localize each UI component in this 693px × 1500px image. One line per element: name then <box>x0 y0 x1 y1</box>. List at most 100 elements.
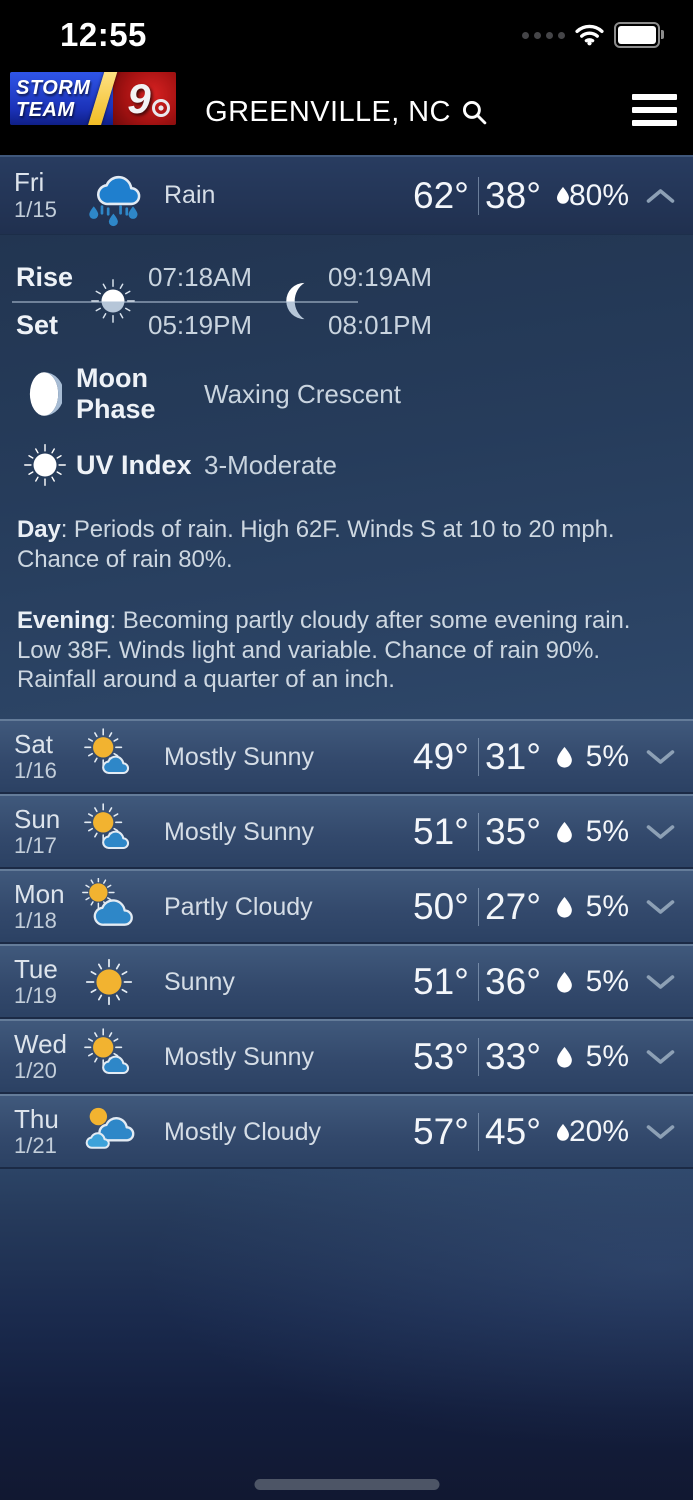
temperature: 53° 33° <box>413 1036 541 1078</box>
partly-cloudy-icon <box>78 878 164 936</box>
chevron-down-icon[interactable] <box>629 1122 683 1142</box>
day-name: Tue <box>14 953 58 984</box>
day-date-value: 1/17 <box>14 833 57 858</box>
forecast-row-sun[interactable]: Sun 1/17 Mostly Sunny 51° 35° 5% <box>0 793 693 869</box>
home-indicator[interactable] <box>254 1479 439 1490</box>
chevron-up-icon[interactable] <box>629 186 683 206</box>
forecast-row-sat[interactable]: Sat 1/16 Mostly Sunny 49° 31° 5% <box>0 718 693 794</box>
day-details-panel: Rise 07:18AM 09:19AM Set 05:19PM 08:01PM… <box>0 234 693 719</box>
precip-chance: 5% <box>541 890 629 924</box>
precip-value: 5% <box>585 740 629 773</box>
precip-chance: 20% <box>541 1115 629 1149</box>
day-date: Tue 1/19 <box>14 953 78 1009</box>
day-name: Wed <box>14 1028 67 1059</box>
chevron-down-icon[interactable] <box>629 822 683 842</box>
raindrop-icon <box>557 971 572 993</box>
logo-line2: TEAM <box>16 99 75 121</box>
evening-forecast-label: Evening <box>17 607 110 634</box>
day-name: Sun <box>14 803 61 834</box>
clock: 12:55 <box>60 16 147 53</box>
moon-phase-value: Waxing Crescent <box>204 378 401 409</box>
forecast-row-thu[interactable]: Thu 1/21 Mostly Cloudy 57° 45° 20% <box>0 1093 693 1169</box>
app-header: STORM TEAM 9 GREENVILLE, NC <box>0 70 693 155</box>
condition-label: Mostly Sunny <box>164 742 315 771</box>
low-temp: 45° <box>485 1111 541 1152</box>
sun-rise-set-icon <box>78 277 148 325</box>
battery-icon <box>614 22 664 48</box>
day-date: Sun 1/17 <box>14 803 78 859</box>
condition-label: Sunny <box>164 967 235 996</box>
low-temp: 36° <box>485 961 541 1002</box>
storm-team-9-logo: STORM TEAM 9 <box>10 72 176 125</box>
chevron-down-icon[interactable] <box>629 747 683 767</box>
forecast-row-tue[interactable]: Tue 1/19 Sunny 51° 36° 5% <box>0 943 693 1019</box>
logo-line1: STORM <box>16 77 91 99</box>
precip-value: 80% <box>568 178 629 212</box>
condition-label: Mostly Sunny <box>164 1042 315 1071</box>
low-temp: 35° <box>485 811 541 852</box>
temperature: 62° 38° <box>413 175 541 217</box>
location-title[interactable]: GREENVILLE, NC <box>205 96 451 128</box>
day-date-value: 1/16 <box>14 758 57 783</box>
precip-value: 5% <box>585 1040 629 1073</box>
high-temp: 49° <box>413 736 469 777</box>
sunset-time: 05:19PM <box>148 309 253 340</box>
precip-chance: 5% <box>541 1040 629 1074</box>
uv-index-row: UV Index 3-Moderate <box>14 439 693 491</box>
forecast-row-fri[interactable]: Fri 1/15 Rain 62° 38° 80% <box>0 155 693 234</box>
sunny-icon <box>78 953 164 1011</box>
cbs-eye-icon <box>151 98 170 117</box>
rise-label: Rise <box>16 261 74 292</box>
condition-label: Mostly Cloudy <box>164 1117 321 1146</box>
day-date: Wed 1/20 <box>14 1028 78 1084</box>
high-temp: 50° <box>413 886 469 927</box>
moon-rise-set-icon <box>270 279 328 323</box>
raindrop-icon <box>557 896 572 918</box>
condition-label: Partly Cloudy <box>164 892 313 921</box>
low-temp: 38° <box>485 174 541 216</box>
chevron-down-icon[interactable] <box>629 972 683 992</box>
moon-phase-icon <box>14 370 76 418</box>
page-background <box>0 1168 693 1500</box>
day-date: Thu 1/21 <box>14 1103 78 1159</box>
mostly-cloudy-icon <box>78 1103 164 1161</box>
day-date-value: 1/19 <box>14 983 57 1008</box>
low-temp: 27° <box>485 886 541 927</box>
raindrop-icon <box>557 821 572 843</box>
day-forecast-text: Day: Periods of rain. High 62F. Winds S … <box>17 516 615 573</box>
uv-index-icon <box>14 439 76 491</box>
forecast-row-mon[interactable]: Mon 1/18 Partly Cloudy 50° 27° 5% <box>0 868 693 944</box>
moon-phase-row: Moon Phase Waxing Crescent <box>14 363 693 425</box>
wifi-icon <box>575 24 604 46</box>
set-label: Set <box>16 309 59 340</box>
day-date: Sat 1/16 <box>14 728 78 784</box>
low-temp: 33° <box>485 1036 541 1077</box>
precip-chance: 5% <box>541 965 629 999</box>
moonset-time: 08:01PM <box>328 309 433 340</box>
rise-set-block: Rise 07:18AM 09:19AM Set 05:19PM 08:01PM <box>12 253 693 349</box>
day-forecast-label: Day <box>17 516 61 543</box>
day-date-value: 1/21 <box>14 1133 57 1158</box>
chevron-down-icon[interactable] <box>629 1047 683 1067</box>
logo-number: 9 <box>127 74 151 122</box>
raindrop-icon <box>557 1123 569 1141</box>
mostly-sunny-icon <box>78 728 164 786</box>
horizon-line <box>12 301 358 303</box>
day-name: Sat <box>14 728 54 759</box>
forecast-row-wed[interactable]: Wed 1/20 Mostly Sunny 53° 33° 5% <box>0 1018 693 1094</box>
high-temp: 51° <box>413 961 469 1002</box>
mostly-sunny-icon <box>78 1028 164 1086</box>
search-icon[interactable] <box>461 99 488 126</box>
hamburger-menu-icon[interactable] <box>632 94 677 126</box>
temperature: 50° 27° <box>413 886 541 928</box>
day-date-value: 1/20 <box>14 1058 57 1083</box>
day-date-value: 1/15 <box>14 196 57 222</box>
precip-value: 20% <box>568 1115 629 1148</box>
day-name: Thu <box>14 1103 59 1134</box>
chevron-down-icon[interactable] <box>629 897 683 917</box>
cellular-dots-icon <box>522 31 565 39</box>
temperature: 51° 35° <box>413 811 541 853</box>
high-temp: 57° <box>413 1111 469 1152</box>
high-temp: 51° <box>413 811 469 852</box>
precip-chance: 5% <box>541 740 629 774</box>
